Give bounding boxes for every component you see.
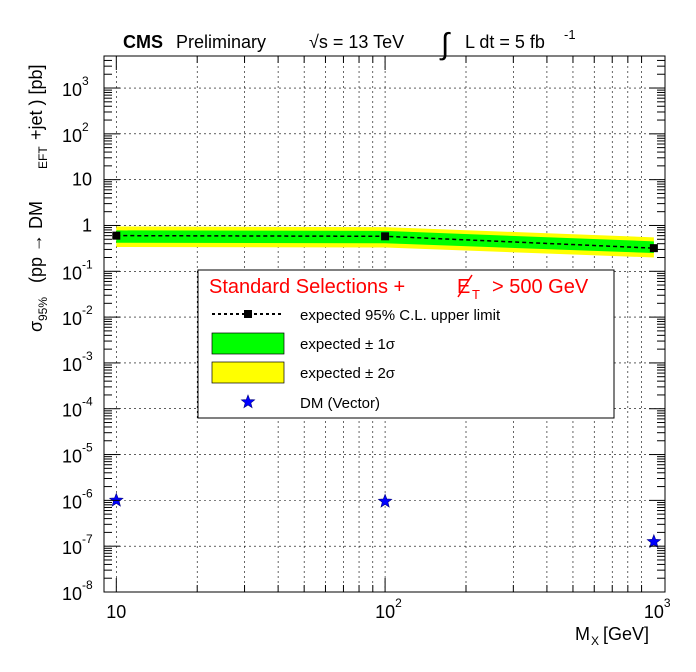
x-tick-label-exp: 2 bbox=[395, 596, 402, 610]
x-tick-label-exp: 3 bbox=[664, 596, 671, 610]
x-axis-title: M X [GeV] bbox=[575, 624, 649, 648]
x-axis-label-sub: X bbox=[591, 634, 599, 648]
y-axis-label-sub2: EFT bbox=[36, 146, 50, 169]
y-tick-label-exp: -6 bbox=[82, 486, 93, 500]
y-tick-label: 10 bbox=[62, 263, 82, 283]
legend-expected-marker-symbol bbox=[244, 310, 252, 318]
plot-header: CMS Preliminary √s = 13 TeV ∫ L dt = 5 f… bbox=[123, 27, 576, 61]
dm-vector-points bbox=[108, 492, 662, 549]
status-label: Preliminary bbox=[176, 32, 266, 52]
legend-entry-band2: expected ± 2σ bbox=[300, 365, 396, 382]
y-tick-label: 1 bbox=[82, 215, 92, 235]
lumi-exponent: -1 bbox=[564, 27, 576, 42]
y-tick-label: 10 bbox=[72, 170, 92, 190]
legend-band1-symbol bbox=[211, 332, 285, 355]
legend-title-main: Standard Selections + bbox=[209, 276, 405, 298]
expected-limit-line bbox=[112, 231, 658, 253]
y-axis-label-rest: +jet ) [pb] bbox=[26, 64, 46, 140]
energy-label: √s = 13 TeV bbox=[309, 32, 404, 52]
y-tick-label: 10 bbox=[62, 492, 82, 512]
y-tick-label-exp: -1 bbox=[82, 257, 93, 271]
y-tick-label-exp: -2 bbox=[82, 303, 93, 317]
y-tick-label: 10 bbox=[62, 126, 82, 146]
lumi-label: L dt = 5 fb bbox=[465, 32, 545, 52]
legend-entry-dm: DM (Vector) bbox=[300, 395, 380, 412]
y-tick-label: 10 bbox=[62, 538, 82, 558]
dm-vector-point bbox=[377, 493, 393, 508]
x-tick-label: 10 bbox=[375, 602, 395, 622]
legend-dm-symbol bbox=[240, 394, 256, 409]
legend: Standard Selections + E T > 500 GeV expe… bbox=[197, 269, 615, 419]
expected-limit-point bbox=[649, 244, 658, 253]
y-tick-label-exp: 2 bbox=[82, 120, 89, 134]
lumi-integral-sign: ∫ bbox=[439, 28, 451, 61]
experiment-label: CMS bbox=[123, 32, 163, 52]
expected-limit-point bbox=[381, 232, 390, 241]
axis-tick-labels: 10 10 2 10 310 -810 -710 -610 -510 -410 -310 -210 -1… bbox=[62, 74, 671, 622]
expected-limit-point bbox=[112, 231, 121, 240]
x-tick-label: 10 bbox=[644, 602, 664, 622]
x-axis-unit: [GeV] bbox=[603, 624, 649, 644]
y-tick-label-exp: -5 bbox=[82, 441, 93, 455]
x-axis-label: M bbox=[575, 624, 590, 644]
y-tick-label-exp: -3 bbox=[82, 349, 93, 363]
y-axis-title: σ 95% (pp → DM EFT +jet ) [pb] bbox=[26, 64, 50, 332]
y-tick-label: 10 bbox=[62, 309, 82, 329]
legend-title-met-sub: T bbox=[472, 287, 480, 302]
axis-ticks bbox=[103, 55, 665, 593]
y-tick-label: 10 bbox=[62, 355, 82, 375]
legend-entry-expected: expected 95% C.L. upper limit bbox=[300, 307, 501, 324]
y-axis-label: σ bbox=[26, 321, 46, 332]
legend-title-cut: > 500 GeV bbox=[492, 276, 589, 298]
y-tick-label: 10 bbox=[62, 584, 82, 604]
y-axis-label-process: (pp → DM bbox=[26, 201, 46, 283]
y-tick-label: 10 bbox=[62, 447, 82, 467]
y-tick-label-exp: -8 bbox=[82, 578, 93, 592]
dm-vector-point bbox=[108, 492, 124, 507]
legend-band2-symbol bbox=[211, 361, 285, 384]
legend-entry-band1: expected ± 1σ bbox=[300, 336, 396, 353]
y-tick-label-exp: -4 bbox=[82, 395, 93, 409]
x-tick-label: 10 bbox=[106, 602, 126, 622]
y-tick-label-exp: -7 bbox=[82, 532, 93, 546]
dm-vector-point bbox=[646, 533, 662, 549]
legend-met-slash bbox=[457, 274, 473, 298]
y-axis-label-sub: 95% bbox=[36, 297, 50, 321]
y-tick-label: 10 bbox=[62, 401, 82, 421]
y-tick-label: 10 bbox=[62, 80, 82, 100]
y-tick-label-exp: 3 bbox=[82, 74, 89, 88]
